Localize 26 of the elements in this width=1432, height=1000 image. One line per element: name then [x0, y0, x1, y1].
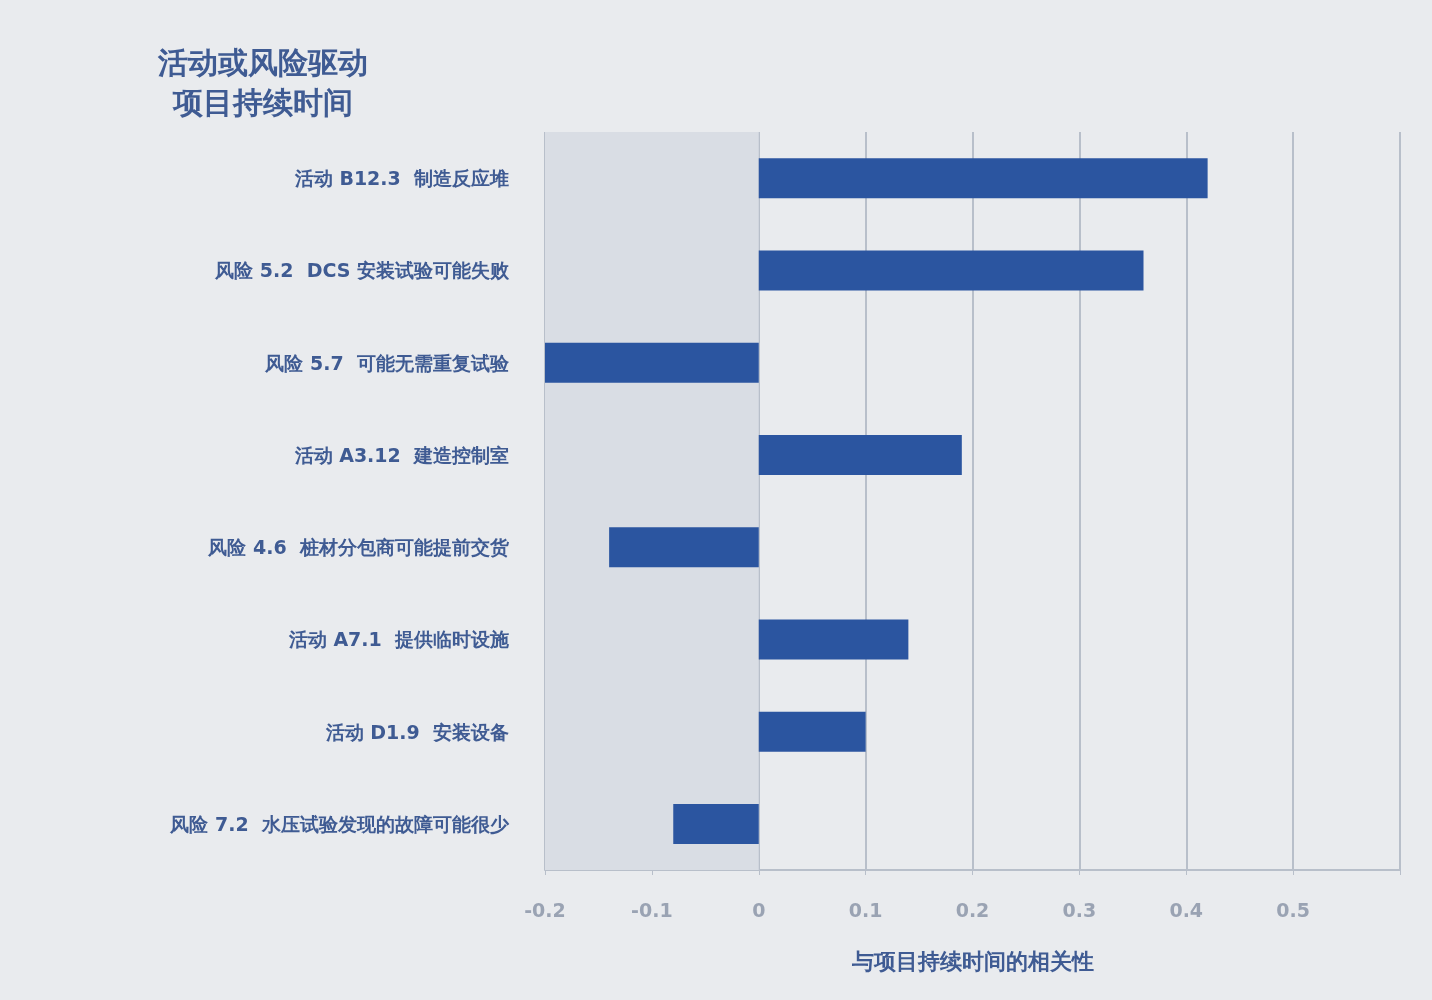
x-tick-label: -0.1: [631, 898, 673, 921]
x-tick-label: 0: [752, 898, 766, 921]
x-tick-label: 0.3: [1062, 898, 1097, 921]
y-tick-label: 活动 A7.1 提供临时设施: [287, 628, 510, 651]
y-tick-label: 风险 4.6 桩材分包商可能提前交货: [207, 536, 510, 559]
y-tick-label: 风险 5.2 DCS 安装试验可能失败: [214, 259, 510, 282]
x-tick-label: 0.1: [848, 898, 883, 921]
bar: [673, 803, 759, 844]
bar: [758, 250, 1144, 291]
y-tick-label: 风险 7.2 水压试验发现的故障可能很少: [169, 812, 510, 835]
bar: [758, 711, 866, 752]
bar: [758, 619, 909, 660]
bar: [758, 158, 1208, 199]
y-tick-label: 活动 B12.3 制造反应堆: [293, 167, 509, 190]
x-tick-label: 0.4: [1169, 898, 1204, 921]
x-tick-label: -0.2: [524, 898, 566, 921]
bar: [545, 342, 759, 383]
y-axis-title: 活动或风险驱动项目持续时间: [156, 44, 368, 120]
y-tick-label: 活动 D1.9 安装设备: [324, 720, 509, 743]
x-tick-label: 0.5: [1276, 898, 1310, 921]
bar: [758, 434, 962, 475]
x-tick-label: 0.2: [955, 898, 990, 921]
bar: [609, 527, 759, 568]
x-axis-title: 与项目持续时间的相关性: [850, 948, 1094, 974]
y-tick-label: 风险 5.7 可能无需重复试验: [264, 351, 510, 374]
y-tick-label: 活动 A3.12 建造控制室: [293, 443, 509, 466]
